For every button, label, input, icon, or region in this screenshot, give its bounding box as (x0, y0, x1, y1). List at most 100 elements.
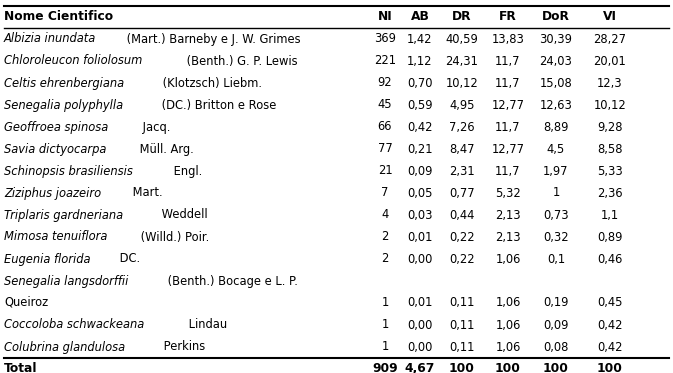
Text: 1,06: 1,06 (495, 296, 521, 308)
Text: 8,47: 8,47 (450, 142, 474, 156)
Text: 12,77: 12,77 (491, 142, 524, 156)
Text: 11,7: 11,7 (495, 164, 521, 178)
Text: Senegalia polyphylla: Senegalia polyphylla (4, 98, 123, 112)
Text: 221: 221 (374, 54, 396, 68)
Text: 1: 1 (382, 341, 388, 354)
Text: 100: 100 (495, 363, 521, 373)
Text: 0,09: 0,09 (543, 319, 569, 332)
Text: 2,13: 2,13 (495, 209, 521, 222)
Text: 0,03: 0,03 (407, 209, 433, 222)
Text: 15,08: 15,08 (540, 76, 572, 90)
Text: DR: DR (452, 10, 472, 23)
Text: 13,83: 13,83 (491, 32, 524, 46)
Text: 0,11: 0,11 (450, 296, 474, 308)
Text: 909: 909 (372, 363, 398, 373)
Text: Colubrina glandulosa: Colubrina glandulosa (4, 341, 125, 354)
Text: 12,63: 12,63 (540, 98, 573, 112)
Text: 4: 4 (382, 209, 388, 222)
Text: (Benth.) Bocage e L. P.: (Benth.) Bocage e L. P. (164, 275, 298, 288)
Text: 1,06: 1,06 (495, 319, 521, 332)
Text: 40,59: 40,59 (446, 32, 479, 46)
Text: 1: 1 (382, 319, 388, 332)
Text: FR: FR (499, 10, 517, 23)
Text: 0,77: 0,77 (449, 186, 475, 200)
Text: 4,5: 4,5 (547, 142, 565, 156)
Text: 0,42: 0,42 (407, 120, 433, 134)
Text: 8,89: 8,89 (543, 120, 569, 134)
Text: Savia dictyocarpa: Savia dictyocarpa (4, 142, 106, 156)
Text: 5,32: 5,32 (495, 186, 521, 200)
Text: 11,7: 11,7 (495, 120, 521, 134)
Text: 0,09: 0,09 (407, 164, 433, 178)
Text: 0,42: 0,42 (597, 341, 623, 354)
Text: Queiroz: Queiroz (4, 296, 48, 308)
Text: 0,59: 0,59 (407, 98, 433, 112)
Text: Müll. Arg.: Müll. Arg. (136, 142, 194, 156)
Text: Triplaris gardneriana: Triplaris gardneriana (4, 209, 123, 222)
Text: 0,00: 0,00 (407, 319, 433, 332)
Text: 0,70: 0,70 (407, 76, 433, 90)
Text: Chloroleucon foliolosum: Chloroleucon foliolosum (4, 54, 143, 68)
Text: (Willd.) Poir.: (Willd.) Poir. (137, 231, 209, 244)
Text: (DC.) Britton e Rose: (DC.) Britton e Rose (157, 98, 276, 112)
Text: Total: Total (4, 363, 38, 373)
Text: DC.: DC. (116, 253, 140, 266)
Text: 0,01: 0,01 (407, 296, 433, 308)
Text: Celtis ehrenbergiana: Celtis ehrenbergiana (4, 76, 124, 90)
Text: 12,3: 12,3 (597, 76, 623, 90)
Text: 369: 369 (374, 32, 396, 46)
Text: (Benth.) G. P. Lewis: (Benth.) G. P. Lewis (182, 54, 297, 68)
Text: Weddell: Weddell (157, 209, 207, 222)
Text: (Klotzsch) Liebm.: (Klotzsch) Liebm. (159, 76, 262, 90)
Text: 0,01: 0,01 (407, 231, 433, 244)
Text: 1,97: 1,97 (543, 164, 569, 178)
Text: 1,1: 1,1 (601, 209, 619, 222)
Text: Schinopsis brasiliensis: Schinopsis brasiliensis (4, 164, 133, 178)
Text: 92: 92 (378, 76, 392, 90)
Text: 30,39: 30,39 (540, 32, 573, 46)
Text: Coccoloba schwackeana: Coccoloba schwackeana (4, 319, 144, 332)
Text: 2,31: 2,31 (449, 164, 475, 178)
Text: 2,36: 2,36 (597, 186, 623, 200)
Text: Perkins: Perkins (160, 341, 205, 354)
Text: 66: 66 (378, 120, 392, 134)
Text: 9,28: 9,28 (597, 120, 623, 134)
Text: 0,00: 0,00 (407, 253, 433, 266)
Text: 100: 100 (543, 363, 569, 373)
Text: Geoffroea spinosa: Geoffroea spinosa (4, 120, 108, 134)
Text: 20,01: 20,01 (594, 54, 627, 68)
Text: 28,27: 28,27 (594, 32, 627, 46)
Text: 0,46: 0,46 (598, 253, 623, 266)
Text: 11,7: 11,7 (495, 54, 521, 68)
Text: 1,06: 1,06 (495, 253, 521, 266)
Text: Engl.: Engl. (170, 164, 203, 178)
Text: 24,31: 24,31 (446, 54, 479, 68)
Text: 10,12: 10,12 (594, 98, 627, 112)
Text: 0,21: 0,21 (407, 142, 433, 156)
Text: 0,19: 0,19 (543, 296, 569, 308)
Text: NI: NI (378, 10, 392, 23)
Text: 4,67: 4,67 (405, 363, 435, 373)
Text: 1,42: 1,42 (407, 32, 433, 46)
Text: 21: 21 (378, 164, 392, 178)
Text: 4,95: 4,95 (450, 98, 474, 112)
Text: Mart.: Mart. (129, 186, 163, 200)
Text: AB: AB (411, 10, 429, 23)
Text: 2: 2 (382, 253, 389, 266)
Text: 0,89: 0,89 (598, 231, 623, 244)
Text: 8,58: 8,58 (597, 142, 623, 156)
Text: 1: 1 (382, 296, 388, 308)
Text: 0,11: 0,11 (450, 341, 474, 354)
Text: 2: 2 (382, 231, 389, 244)
Text: Senegalia langsdorffii: Senegalia langsdorffii (4, 275, 129, 288)
Text: 0,08: 0,08 (543, 341, 569, 354)
Text: 1,12: 1,12 (407, 54, 433, 68)
Text: Jacq.: Jacq. (139, 120, 170, 134)
Text: 24,03: 24,03 (540, 54, 573, 68)
Text: 1: 1 (553, 186, 560, 200)
Text: 0,00: 0,00 (407, 341, 433, 354)
Text: Ziziphus joazeiro: Ziziphus joazeiro (4, 186, 101, 200)
Text: 7: 7 (382, 186, 389, 200)
Text: 100: 100 (449, 363, 475, 373)
Text: 10,12: 10,12 (446, 76, 479, 90)
